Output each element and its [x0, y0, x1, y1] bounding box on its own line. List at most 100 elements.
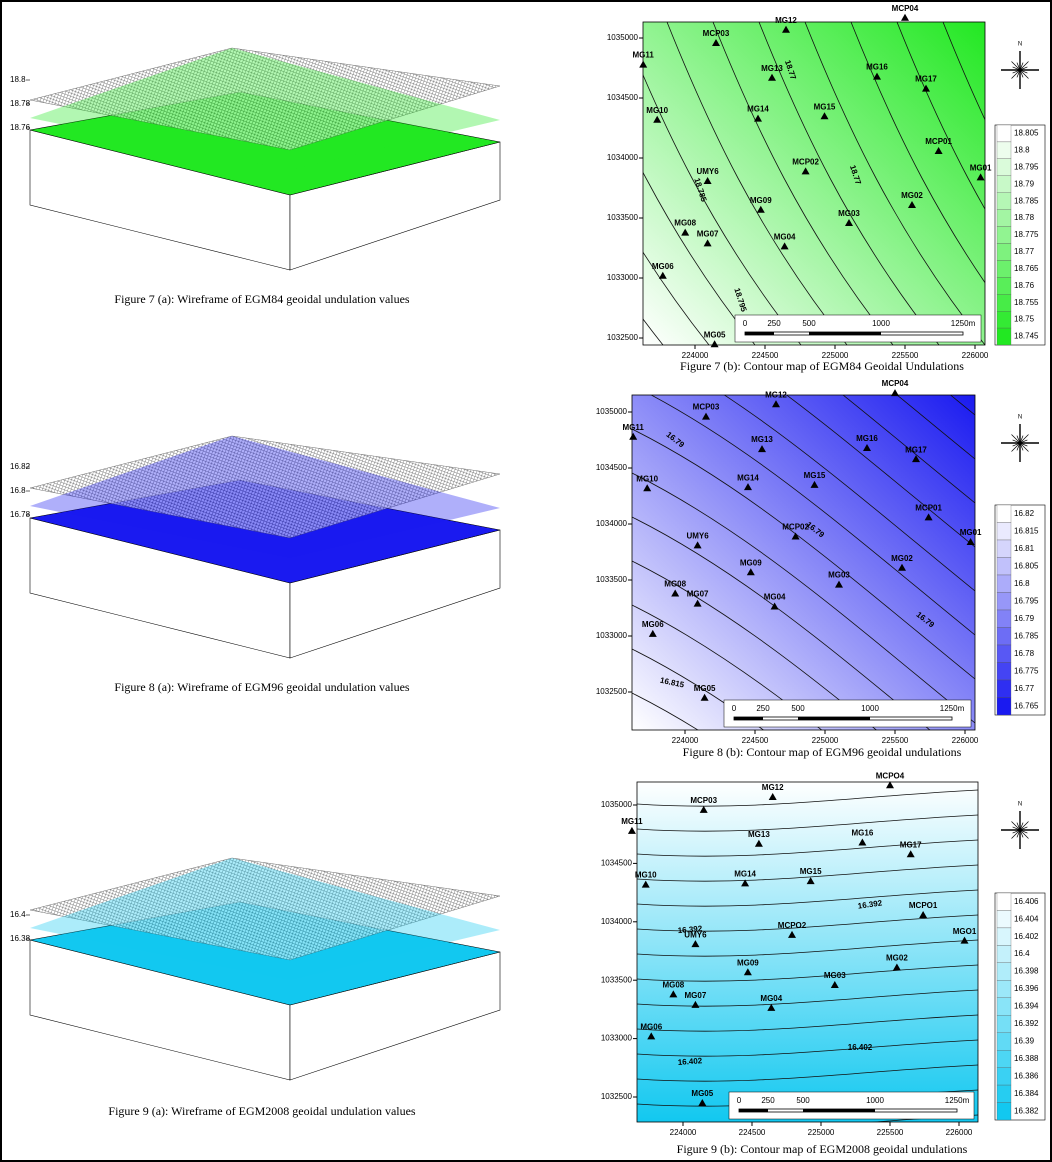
station-marker — [891, 389, 899, 396]
legend-swatch — [997, 910, 1011, 927]
legend-label: 16.394 — [1014, 1002, 1039, 1011]
legend-label: 18.77 — [1014, 247, 1035, 256]
station-label: MG13 — [761, 64, 783, 73]
legend-label: 18.805 — [1014, 129, 1039, 138]
north-arrow-ray — [1020, 830, 1028, 838]
north-arrow-ray — [1020, 822, 1028, 830]
scale-label: 1250m — [945, 1096, 970, 1105]
z-tick-label: 18.78 — [10, 99, 31, 108]
station-label: MG16 — [852, 829, 874, 838]
y-tick-label: 1033500 — [607, 213, 639, 222]
x-tick-label: 226000 — [946, 1128, 973, 1137]
legend-label: 18.76 — [1014, 281, 1035, 290]
station-label: MG11 — [633, 51, 655, 60]
north-arrow-ray — [1012, 62, 1020, 70]
scale-bar-segment — [809, 332, 881, 335]
y-tick-label: 1032500 — [607, 333, 639, 342]
station-label: MG07 — [685, 991, 707, 1000]
legend-label: 16.78 — [1014, 649, 1035, 658]
station-label: UMY6 — [696, 167, 719, 176]
station-label: MG16 — [856, 434, 878, 443]
station-label: MCP03 — [693, 403, 720, 412]
station-label: MCPO2 — [778, 921, 807, 930]
station-label: MG08 — [674, 219, 696, 228]
figure-row: 16.4 16.38 Figure 9 (a): Wireframe of EGM2… — [10, 771, 1045, 1155]
legend-swatch — [997, 260, 1011, 277]
y-tick-label: 1035000 — [607, 33, 639, 42]
figure-row: 18.818.7818.76Figure 7 (a): Wireframe of… — [10, 4, 1052, 373]
north-arrow-ray — [1020, 70, 1028, 78]
legend-swatch — [997, 610, 1011, 628]
station-label: MG05 — [704, 330, 726, 339]
north-label: N — [1018, 415, 1022, 421]
legend-swatch — [997, 1085, 1011, 1102]
station-marker — [901, 14, 909, 21]
station-marker — [628, 827, 636, 834]
legend-label: 16.398 — [1014, 967, 1039, 976]
station-label: MG07 — [697, 230, 719, 239]
legend-swatch — [997, 593, 1011, 611]
y-tick-label: 1034000 — [601, 917, 633, 926]
x-tick-label: 225500 — [882, 736, 909, 745]
station-label: MG15 — [804, 471, 826, 480]
legend-label: 16.82 — [1014, 509, 1035, 518]
legend-label: 16.382 — [1014, 1106, 1039, 1115]
y-tick-label: 1033000 — [607, 273, 639, 282]
station-label: MG06 — [640, 1023, 662, 1032]
station-label: MG02 — [886, 954, 908, 963]
y-tick-label: 1035000 — [601, 800, 633, 809]
north-arrow-ray — [1012, 830, 1020, 838]
contour-caption: Figure 9 (b): Contour map of EGM2008 geo… — [677, 1142, 968, 1156]
station-label: MG17 — [900, 840, 922, 849]
north-arrow-ray — [1012, 435, 1020, 443]
station-label: MCP04 — [882, 379, 909, 388]
wireframe-caption: Figure 9 (a): Wireframe of EGM2008 geoid… — [108, 1104, 416, 1118]
legend-label: 16.81 — [1014, 544, 1035, 553]
station-label: MG13 — [748, 830, 770, 839]
legend-label: 16.384 — [1014, 1089, 1039, 1098]
y-tick-label: 1032500 — [601, 1092, 633, 1101]
z-tick-label: 16.4 — [10, 910, 26, 919]
z-tick-label: 16.8 — [10, 486, 26, 495]
legend-swatch — [997, 328, 1011, 345]
legend-swatch — [997, 1015, 1011, 1032]
legend-swatch — [997, 243, 1011, 260]
station-label: MCP01 — [915, 504, 942, 513]
z-tick-label: 16.38 — [10, 934, 31, 943]
legend-swatch — [997, 540, 1011, 558]
scale-label: 1000 — [872, 319, 890, 328]
contour-line — [483, 22, 663, 345]
station-label: MG17 — [915, 75, 937, 84]
y-tick-label: 1034000 — [596, 519, 628, 528]
legend-label: 18.75 — [1014, 315, 1035, 324]
legend-label: 16.4 — [1014, 949, 1030, 958]
station-label: MG09 — [750, 196, 772, 205]
station-label: MG10 — [635, 871, 657, 880]
legend-swatch — [997, 893, 1011, 910]
scale-label: 1250m — [940, 704, 965, 713]
z-tick-label: 18.76 — [10, 123, 31, 132]
x-tick-label: 224500 — [739, 1128, 766, 1137]
y-tick-label: 1035000 — [596, 407, 628, 416]
station-label: MG10 — [636, 474, 658, 483]
legend-swatch — [997, 1050, 1011, 1067]
station-label: MCP03 — [703, 29, 730, 38]
legend-swatch — [997, 1103, 1011, 1120]
legend-swatch — [997, 277, 1011, 294]
legend-label: 18.775 — [1014, 230, 1039, 239]
legend-label: 16.805 — [1014, 561, 1039, 570]
station-label: MG06 — [642, 620, 664, 629]
station-label: MG17 — [905, 445, 927, 454]
station-label: MG05 — [691, 1089, 713, 1098]
north-arrow-ray — [1012, 70, 1020, 78]
legend-label: 16.795 — [1014, 596, 1039, 605]
legend-swatch — [997, 523, 1011, 541]
legend-label: 18.78 — [1014, 213, 1035, 222]
station-label: UMY6 — [686, 532, 709, 541]
station-label: MG14 — [747, 105, 769, 114]
station-label: MG11 — [623, 423, 645, 432]
legend-swatch — [997, 193, 1011, 210]
scale-label: 1000 — [866, 1096, 884, 1105]
x-tick-label: 224000 — [672, 736, 699, 745]
station-label: MCP01 — [925, 137, 952, 146]
